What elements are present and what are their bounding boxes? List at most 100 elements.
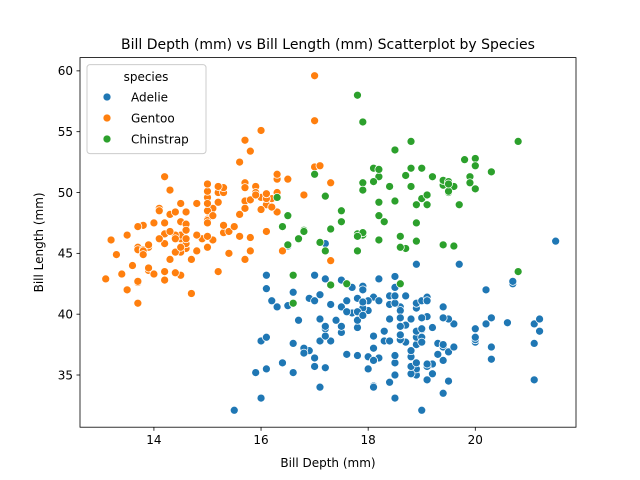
data-point — [288, 298, 298, 308]
data-point — [449, 319, 459, 329]
y-axis: 35 40 45 50 55 60 — [58, 64, 80, 382]
data-point — [342, 296, 352, 306]
data-point — [320, 191, 330, 201]
data-point — [213, 267, 223, 276]
plot-area — [101, 71, 561, 415]
x-tick-label: 14 — [146, 433, 161, 447]
data-point — [299, 348, 309, 358]
data-point — [395, 231, 405, 241]
axes-frame — [79, 57, 577, 428]
data-point — [449, 342, 459, 352]
data-point — [369, 331, 378, 341]
data-point — [240, 203, 250, 213]
data-point — [529, 339, 539, 348]
data-point — [428, 172, 437, 182]
data-point — [374, 235, 384, 245]
data-point — [315, 382, 325, 392]
data-point — [358, 178, 368, 188]
data-point — [374, 211, 384, 221]
y-tick-label: 40 — [58, 307, 73, 321]
data-point — [358, 185, 368, 195]
data-point — [310, 362, 319, 371]
data-point — [288, 270, 298, 280]
data-point — [245, 233, 255, 242]
data-point — [288, 287, 298, 297]
legend-entry-gentoo: Gentoo — [102, 111, 175, 125]
legend-entries: Adelie Gentoo Chinstrap — [102, 90, 189, 146]
data-point — [144, 263, 153, 273]
data-point — [310, 116, 319, 126]
data-point — [272, 193, 282, 202]
data-point — [353, 315, 362, 325]
data-point — [106, 235, 116, 245]
legend-entry-chinstrap: Chinstrap — [102, 132, 189, 146]
data-point — [417, 313, 427, 323]
data-point — [326, 280, 336, 290]
data-point — [503, 318, 512, 328]
data-point — [374, 296, 384, 306]
data-point — [320, 363, 330, 373]
data-point — [149, 269, 159, 279]
data-point — [235, 157, 244, 167]
data-point — [358, 311, 368, 320]
data-point — [256, 126, 266, 135]
data-point — [160, 172, 170, 182]
data-point — [176, 199, 186, 208]
data-point — [374, 274, 384, 284]
data-point — [326, 336, 336, 346]
data-point — [513, 137, 523, 146]
data-point — [369, 356, 378, 365]
data-point — [170, 268, 180, 278]
data-point — [288, 368, 298, 377]
data-point — [412, 200, 421, 210]
legend-marker — [102, 92, 112, 102]
x-axis-label: Bill Depth (mm) — [280, 456, 375, 470]
data-point — [235, 210, 244, 219]
data-point — [133, 298, 143, 308]
data-point — [310, 270, 319, 280]
data-point — [353, 90, 362, 100]
data-point — [122, 230, 132, 240]
data-point — [262, 227, 271, 236]
data-point — [310, 169, 319, 179]
data-point — [369, 177, 378, 186]
data-point — [235, 231, 244, 241]
data-point — [470, 161, 480, 171]
data-point — [406, 137, 416, 146]
data-point — [412, 218, 421, 228]
data-point — [412, 259, 421, 269]
data-point — [320, 331, 330, 341]
data-point — [438, 388, 448, 398]
data-point — [438, 356, 448, 365]
data-point — [390, 298, 400, 308]
data-point — [117, 269, 127, 279]
data-point — [470, 324, 480, 334]
data-point — [358, 297, 368, 307]
data-point — [101, 274, 111, 284]
data-point — [331, 315, 341, 325]
legend-title: species — [124, 70, 169, 84]
data-point — [310, 353, 319, 363]
data-point — [310, 71, 319, 81]
legend-label: Gentoo — [131, 111, 175, 125]
data-point — [262, 364, 271, 374]
data-point — [449, 241, 459, 251]
data-point — [326, 300, 336, 309]
data-point — [363, 364, 373, 374]
data-point — [444, 186, 453, 196]
data-point — [406, 314, 416, 324]
data-point — [219, 220, 228, 230]
data-point — [460, 155, 469, 165]
data-point — [342, 349, 352, 359]
data-point — [444, 347, 453, 357]
data-point — [278, 358, 287, 368]
data-point — [481, 285, 491, 295]
data-point — [529, 375, 539, 385]
y-tick-label: 60 — [58, 64, 73, 78]
data-point — [390, 358, 400, 368]
data-point — [272, 207, 282, 217]
data-point — [160, 239, 170, 248]
data-point — [181, 207, 191, 217]
data-point — [486, 167, 496, 177]
